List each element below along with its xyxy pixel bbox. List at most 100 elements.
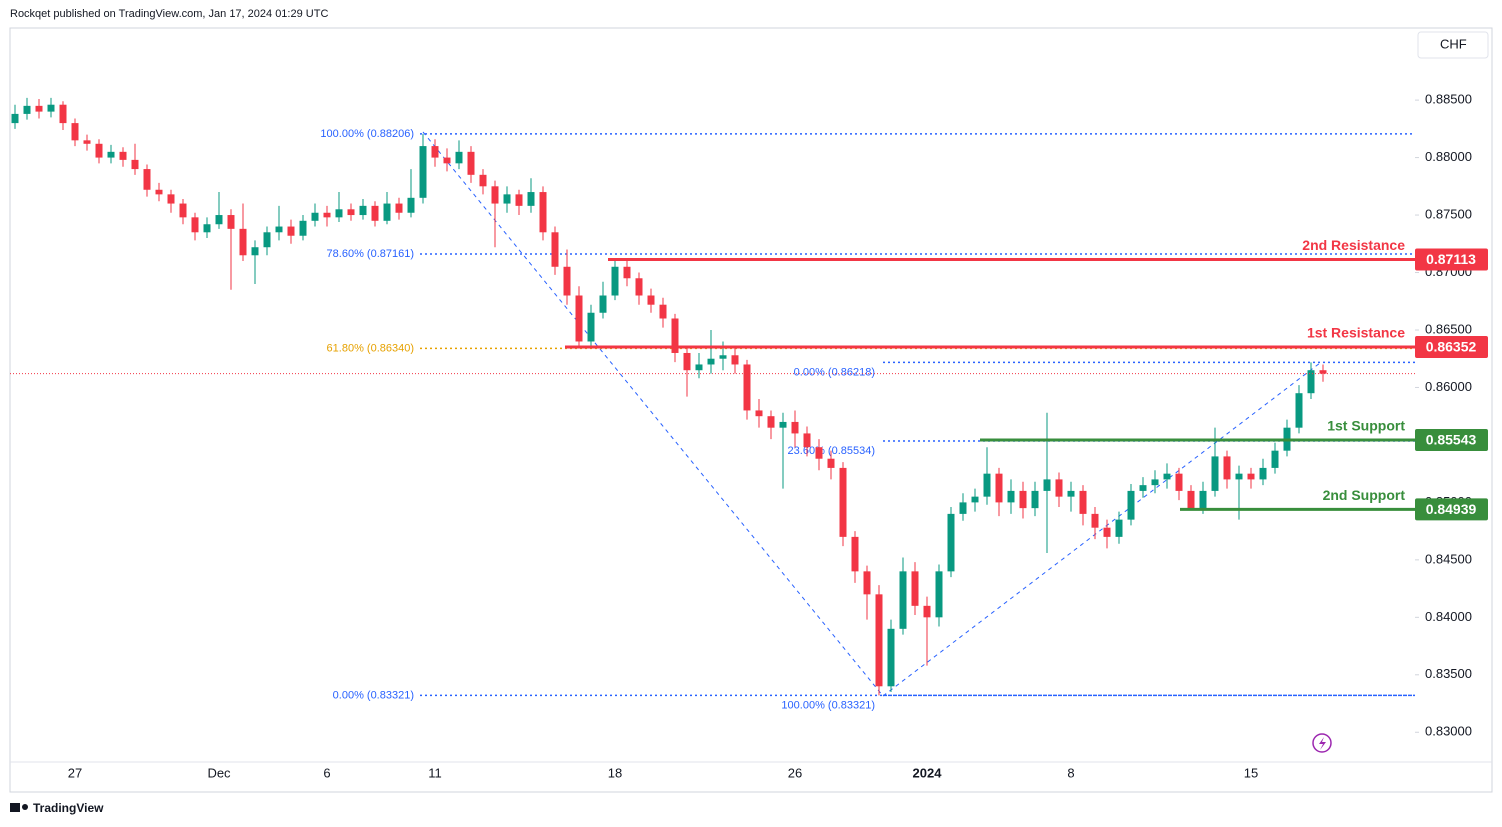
lightning-bolt	[1319, 737, 1326, 750]
candle-body	[1223, 456, 1231, 480]
level-price: 0.87113	[1426, 251, 1476, 267]
candle-body	[515, 194, 523, 206]
candle-body	[143, 169, 151, 190]
candle-body	[215, 215, 223, 225]
x-tick-label: Dec	[207, 765, 231, 780]
candle-body	[563, 266, 571, 296]
candle-body	[347, 209, 355, 216]
fib-label: 61.80% (0.86340)	[327, 342, 414, 354]
candle-body	[1307, 370, 1315, 394]
fib-label: 78.60% (0.87161)	[327, 248, 414, 260]
candle-body	[527, 192, 535, 206]
candle-body	[443, 157, 451, 164]
candle-body	[191, 217, 199, 233]
logo-dot	[22, 804, 28, 810]
candle-body	[203, 224, 211, 233]
tv-logo[interactable]	[10, 803, 28, 812]
candle-body	[1247, 473, 1255, 480]
candle-body	[167, 194, 175, 204]
candle-body	[851, 536, 859, 572]
candle-body	[827, 458, 835, 468]
candle-body	[1235, 473, 1243, 480]
fib-trend-line	[882, 362, 1321, 697]
candle-body	[683, 352, 691, 371]
level-price-box	[1415, 248, 1488, 271]
candle-body	[1151, 479, 1159, 486]
candle-body	[455, 151, 463, 164]
candle-body	[1055, 479, 1063, 497]
candle-body	[803, 433, 811, 448]
fib-label: 100.00% (0.83321)	[781, 699, 875, 711]
candle-body	[695, 364, 703, 371]
candle-body	[1139, 485, 1147, 491]
x-tick-label: 6	[323, 765, 330, 780]
y-tick-label: 0.84500	[1425, 551, 1472, 566]
y-tick-label: 0.86000	[1425, 379, 1472, 394]
candle-body	[863, 571, 871, 595]
candle-body	[35, 105, 43, 112]
candle-body	[1259, 467, 1267, 480]
candle-body	[491, 186, 499, 204]
footer-brand: TradingView	[33, 801, 104, 815]
candle-body	[107, 151, 115, 158]
x-tick-label: 2024	[913, 765, 943, 780]
candle-body	[119, 151, 127, 160]
candle-body	[551, 232, 559, 267]
candle-body	[371, 205, 379, 221]
candle-body	[419, 146, 427, 198]
candle-body	[299, 220, 307, 236]
candle-body	[659, 304, 667, 319]
candle-body	[155, 189, 163, 195]
candle-body	[647, 295, 655, 305]
logo-mark	[10, 803, 20, 812]
candle-body	[359, 205, 367, 216]
candle-body	[947, 513, 955, 572]
fib-label: 0.00% (0.86218)	[794, 366, 875, 378]
candle-body	[1127, 490, 1135, 520]
candle-body	[227, 215, 235, 229]
x-tick-label: 8	[1067, 765, 1074, 780]
x-tick-label: 11	[428, 765, 442, 780]
chart-frame	[9, 27, 1493, 793]
candle-body	[623, 266, 631, 279]
candle-body	[1187, 490, 1195, 509]
candle-body	[275, 226, 283, 233]
candle-body	[575, 295, 583, 342]
candle-body	[251, 247, 259, 256]
candle-body	[707, 358, 715, 365]
candle-body	[479, 174, 487, 187]
y-tick-label: 0.86500	[1425, 321, 1472, 336]
candle-body	[1031, 490, 1039, 509]
candle-body	[287, 226, 295, 236]
currency: CHF	[1440, 36, 1467, 51]
level-price: 0.86352	[1426, 339, 1477, 355]
candle-body	[1079, 490, 1087, 514]
candle-body	[1103, 527, 1111, 537]
candle-body	[47, 104, 55, 112]
y-tick-label: 0.83000	[1425, 724, 1472, 739]
candle-body	[23, 105, 31, 114]
candle-body	[935, 571, 943, 618]
candle-body	[131, 159, 139, 170]
candle-body	[83, 140, 91, 144]
candle-body	[323, 212, 331, 218]
candle-body	[1043, 479, 1051, 491]
fib-label: 0.00% (0.83321)	[333, 689, 414, 701]
x-tick-label: 26	[788, 765, 802, 780]
candle-body	[779, 421, 787, 428]
candle-body	[731, 355, 739, 365]
lightning-icon[interactable]	[1312, 733, 1332, 753]
level-price: 0.84939	[1426, 501, 1477, 517]
candle-body	[1067, 490, 1075, 497]
x-tick-label: 27	[68, 765, 82, 780]
candle-body	[1271, 450, 1279, 468]
candle-body	[407, 197, 415, 213]
candle-body	[1319, 370, 1327, 374]
candle-body	[599, 295, 607, 313]
candle-body	[971, 496, 979, 503]
candle-body	[767, 416, 775, 428]
candle-body	[887, 628, 895, 687]
currency-box[interactable]	[1417, 31, 1489, 59]
candle-body	[983, 473, 991, 497]
candle-body	[1091, 513, 1099, 528]
